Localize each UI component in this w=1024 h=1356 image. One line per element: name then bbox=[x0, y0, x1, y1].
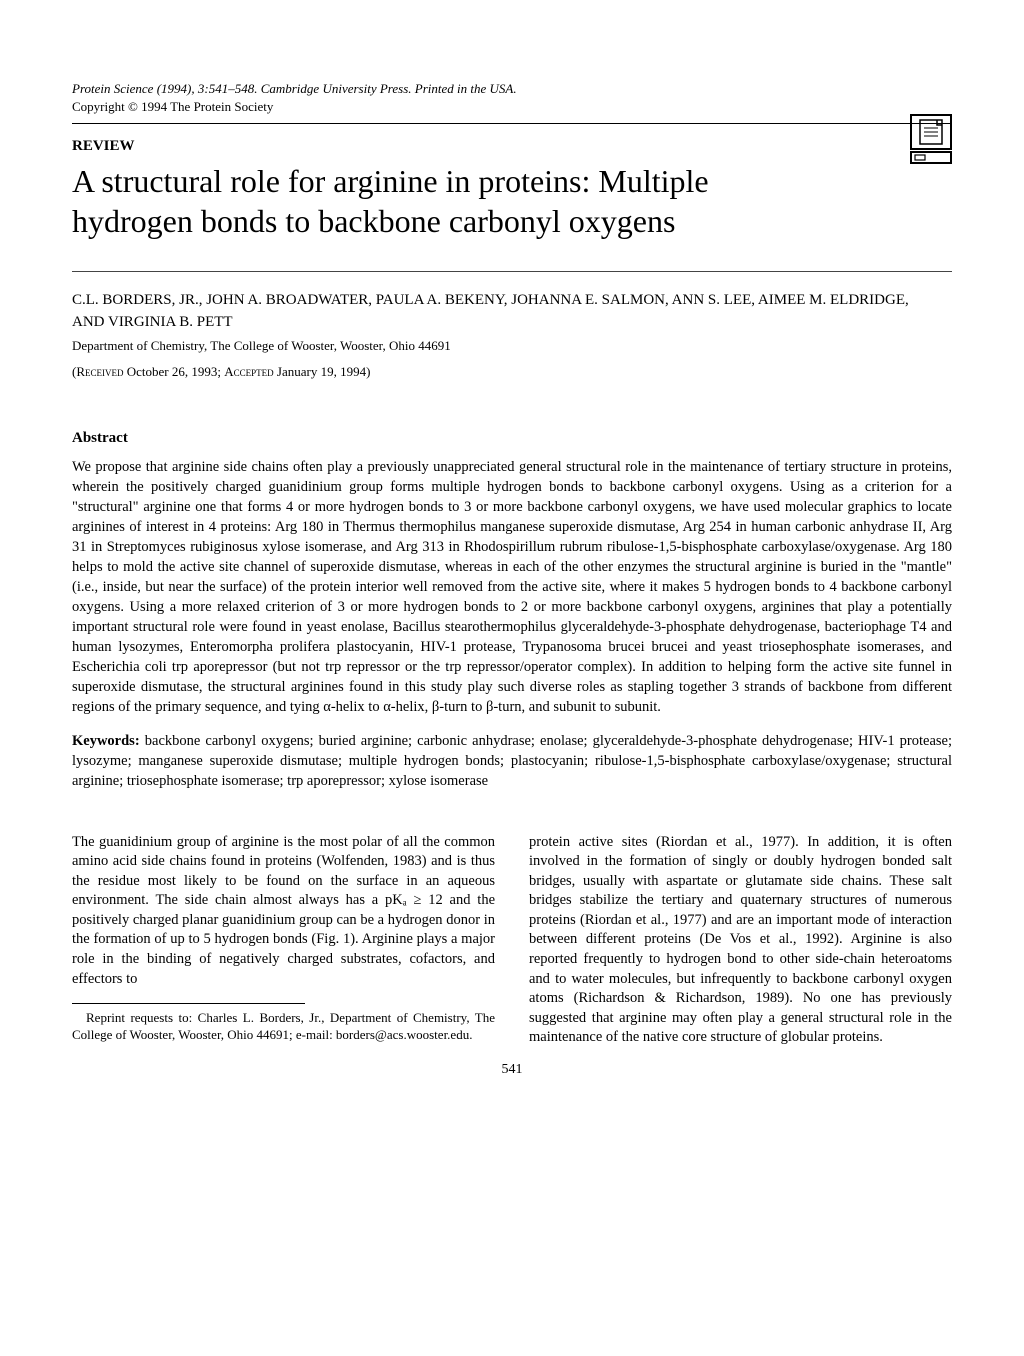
page-number: 541 bbox=[72, 1062, 952, 1078]
article-title: A structural role for arginine in protei… bbox=[72, 161, 832, 241]
accepted-label: Accepted bbox=[224, 364, 273, 379]
keywords: Keywords: backbone carbonyl oxygens; bur… bbox=[72, 731, 952, 791]
journal-header: Protein Science (1994), 3:541–548. Cambr… bbox=[72, 80, 952, 115]
affiliation: Department of Chemistry, The College of … bbox=[72, 338, 952, 354]
authors-and: AND bbox=[72, 314, 105, 330]
received-date: October 26, 1993; bbox=[127, 364, 221, 379]
reprint-footnote: Reprint requests to: Charles L. Borders,… bbox=[72, 1010, 495, 1044]
rule-under-title bbox=[72, 271, 952, 272]
authors: C.L. BORDERS, JR., JOHN A. BROADWATER, P… bbox=[72, 290, 952, 334]
col1-text: The guanidinium group of arginine is the… bbox=[72, 834, 495, 987]
authors-line-1: C.L. BORDERS, JR., JOHN A. BROADWATER, P… bbox=[72, 292, 909, 308]
column-right: protein active sites (Riordan et al., 19… bbox=[529, 833, 952, 1048]
keywords-text: backbone carbonyl oxygens; buried argini… bbox=[72, 733, 952, 789]
journal-line-2: Copyright © 1994 The Protein Society bbox=[72, 99, 273, 114]
abstract-heading: Abstract bbox=[72, 430, 952, 447]
column-left: The guanidinium group of arginine is the… bbox=[72, 833, 495, 1048]
page: Protein Science (1994), 3:541–548. Cambr… bbox=[0, 0, 1024, 1118]
title-block: REVIEW A structural role for arginine in… bbox=[72, 138, 832, 241]
accepted-date: January 19, 1994) bbox=[277, 364, 371, 379]
received-label: Received bbox=[76, 364, 123, 379]
col2-text: protein active sites (Riordan et al., 19… bbox=[529, 834, 952, 1046]
footnote-rule bbox=[72, 1003, 305, 1004]
document-stamp-icon bbox=[910, 114, 952, 164]
dates: (Received October 26, 1993; Accepted Jan… bbox=[72, 364, 952, 380]
journal-line-1: Protein Science (1994), 3:541–548. Cambr… bbox=[72, 81, 517, 96]
rule-top bbox=[72, 123, 952, 124]
section-label: REVIEW bbox=[72, 138, 832, 155]
title-row: REVIEW A structural role for arginine in… bbox=[72, 138, 952, 241]
body-columns: The guanidinium group of arginine is the… bbox=[72, 833, 952, 1048]
authors-last: VIRGINIA B. PETT bbox=[108, 314, 233, 330]
keywords-label: Keywords: bbox=[72, 733, 140, 749]
abstract-text: We propose that arginine side chains oft… bbox=[72, 457, 952, 717]
